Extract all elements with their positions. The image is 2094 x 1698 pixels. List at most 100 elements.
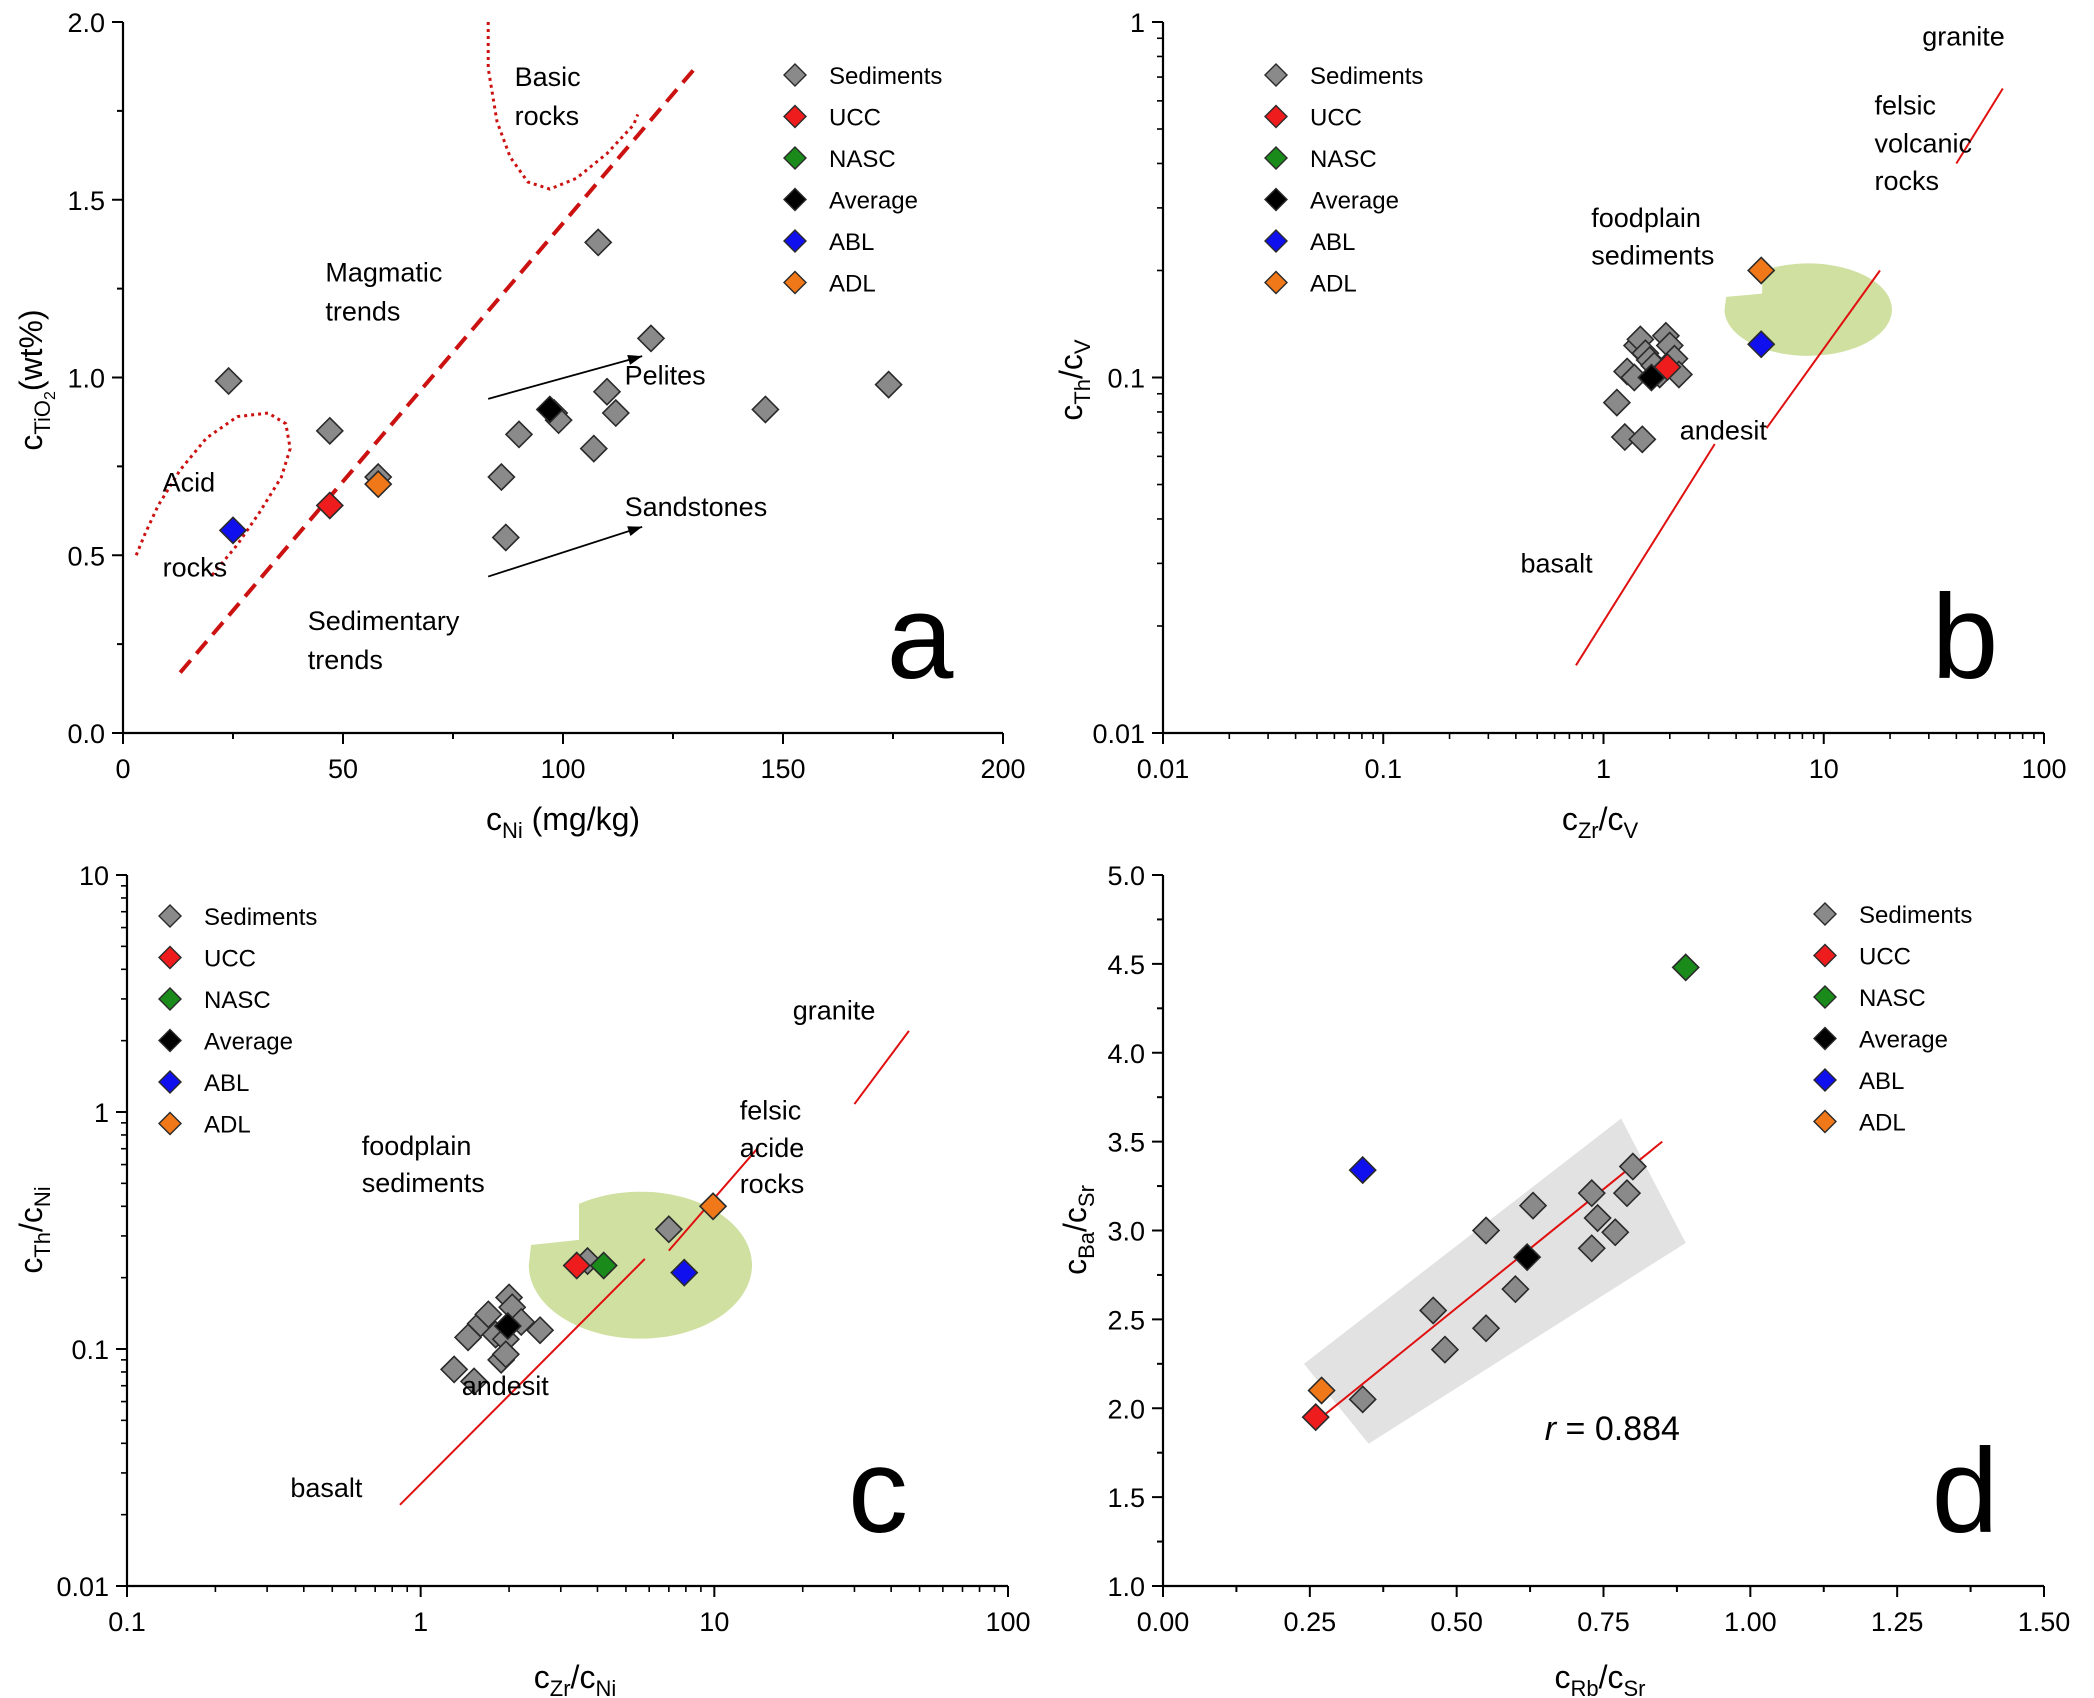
axis-label-sub2: Sr: [1624, 1676, 1646, 1698]
x-tick-label: 100: [540, 754, 585, 784]
axis-label-tail: /c: [1053, 354, 1089, 379]
axis-label-sub: Rb: [1570, 1676, 1598, 1698]
floodplain-region: [1724, 263, 1892, 356]
legend-marker-icon: [783, 146, 807, 170]
y-axis-label: cTh/cV: [1053, 339, 1095, 421]
legend-marker-icon: [158, 904, 182, 928]
y-tick-label: 0.0: [67, 719, 105, 749]
x-tick-label: 0.75: [1577, 1607, 1630, 1637]
point-sediments-4: [1471, 1314, 1501, 1343]
axis-label-sub2: Ni: [595, 1676, 616, 1698]
legend-marker-icon: [1813, 985, 1837, 1009]
x-tick-label: 0.01: [1137, 754, 1190, 784]
legend-marker-icon: [1264, 270, 1288, 295]
point-nasc-1: [1671, 953, 1700, 982]
legend-marker-icon: [1264, 104, 1288, 129]
panel-b: 0.01 0.1 1 10 1000.010.11cZr/cVcTh/cVgranite…: [1053, 8, 2067, 843]
panel-letter: a: [887, 570, 954, 704]
point-sediments-6: [504, 420, 534, 449]
point-sediments-10: [584, 228, 613, 257]
point-sediments-13: [1618, 1152, 1647, 1181]
x-axis-label: cNi (mg/kg): [486, 801, 640, 843]
axis-label-tail: /c: [1057, 1207, 1093, 1232]
point-adl-1: [698, 1192, 728, 1221]
legend-label: Sediments: [1310, 63, 1423, 90]
y-tick-label: 0.01: [56, 1572, 109, 1602]
trend-arrow-2: [487, 525, 643, 578]
point-sediments-9: [1577, 1234, 1606, 1263]
legend-marker-icon: [1813, 902, 1837, 926]
point-ucc-1: [562, 1251, 591, 1280]
point-adl-1: [364, 470, 393, 499]
point-sediments-5: [1471, 1216, 1501, 1245]
legend-marker-icon: [1813, 943, 1837, 968]
arrowhead-icon: [627, 526, 643, 537]
point-sediments-14: [654, 1215, 683, 1244]
point-sediments-2: [315, 416, 344, 445]
point-adl-1: [1307, 1376, 1336, 1405]
annotation-label: rocks: [1875, 166, 1940, 196]
annotation-label: Acid: [163, 467, 216, 497]
x-tick-label: 1.25: [1871, 1607, 1924, 1637]
legend-label: ADL: [1310, 271, 1357, 298]
axis-label-sub2: Sr: [1074, 1185, 1099, 1207]
axis-label-main: c: [534, 1659, 550, 1695]
axis-label-tail: /c: [13, 1207, 49, 1232]
annotation-label: granite: [1922, 21, 2005, 51]
legend-label: ABL: [829, 229, 874, 256]
legend-label: Sediments: [204, 904, 317, 931]
axis-label-main: c: [13, 1258, 49, 1274]
axis-label-sub2: V: [1623, 818, 1638, 843]
legend-label: ABL: [204, 1070, 249, 1097]
annotation-label: rocks: [515, 101, 580, 131]
x-tick-label: 0.1: [1364, 754, 1402, 784]
legend-marker-icon: [783, 229, 807, 253]
axis-label-sub: Zr: [1578, 818, 1599, 843]
x-axis-label: cRb/cSr: [1554, 1659, 1645, 1698]
point-sediments-12: [1612, 1179, 1642, 1208]
axis-label-sub: Th: [1070, 379, 1095, 405]
annotation-label: volcanic: [1875, 128, 1973, 158]
annotation-label: foodplain: [1591, 203, 1701, 233]
point-sediments-3: [459, 1367, 489, 1396]
point-sediments-15: [491, 1340, 520, 1369]
point-sediments-1: [214, 366, 243, 396]
point-abl-1: [1348, 1155, 1377, 1185]
legend-label: NASC: [829, 146, 896, 173]
legend-label: ADL: [829, 271, 876, 298]
x-tick-label: 50: [328, 754, 358, 784]
y-tick-label: 2.0: [1107, 1394, 1145, 1424]
axis-label-sub2: 2: [42, 391, 59, 400]
point-adl-1: [1747, 256, 1776, 285]
legend-label: Average: [1310, 188, 1399, 215]
y-axis-label: cBa/cSr: [1057, 1185, 1099, 1275]
y-tick-label: 2.0: [67, 8, 105, 38]
arrowhead-icon: [627, 354, 643, 365]
panel-letter: b: [1932, 570, 1999, 704]
field-boundary-curve-1: [134, 411, 292, 578]
point-sediments-3: [1430, 1335, 1460, 1364]
axis-label-tail: /c: [1599, 1659, 1624, 1695]
annotation-label: felsic: [740, 1095, 802, 1125]
legend-marker-icon: [1264, 229, 1288, 253]
trend-line-1: [178, 66, 697, 674]
point-sediments-1: [1602, 388, 1632, 417]
annotation-label: sediments: [362, 1168, 485, 1198]
x-axis-label: cZr/cV: [1562, 801, 1639, 843]
legend-marker-icon: [783, 187, 807, 212]
trend-line-1: [1575, 443, 1716, 666]
y-tick-label: 10: [79, 861, 109, 891]
point-sediments-4: [487, 462, 516, 492]
correlation-symbol: r: [1545, 1410, 1558, 1448]
legend-marker-icon: [783, 63, 807, 87]
x-tick-label: 0.25: [1284, 1607, 1337, 1637]
legend-marker-icon: [158, 945, 182, 970]
x-tick-label: 1.50: [2018, 1607, 2071, 1637]
point-sediments-11: [592, 377, 622, 406]
axis-label-sub2: Ni: [30, 1186, 55, 1207]
annotation-label: acide: [740, 1133, 805, 1163]
point-sediments-12: [601, 398, 630, 428]
legend-label: UCC: [1310, 105, 1362, 132]
